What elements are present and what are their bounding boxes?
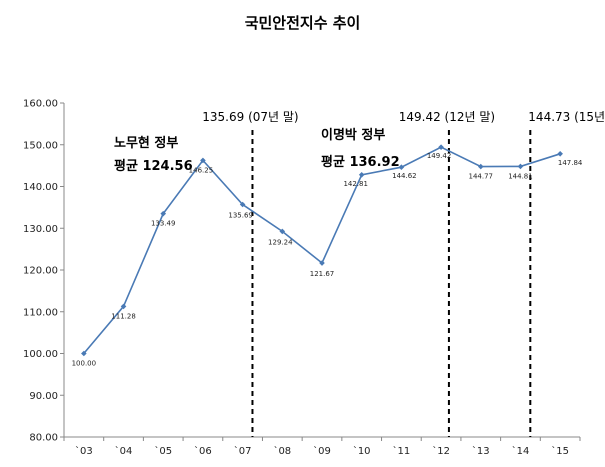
period-name: 이명박 정부 [321, 127, 385, 143]
data-label: 135.69 [228, 211, 253, 219]
data-point [517, 163, 524, 170]
y-tick-label: 80.00 [29, 433, 58, 444]
x-tick-label: `10 [353, 445, 371, 457]
x-tick-labels: `03 `04 `05 `06 `07 `08 `09 `10 `11 `12 `13 `14 `15 [63, 437, 581, 457]
data-label: 129.24 [268, 238, 293, 246]
data-label: 144.81 [508, 172, 533, 180]
y-tick-label: 120.00 [23, 266, 58, 277]
x-tick-label: `13 [472, 445, 490, 457]
data-point [319, 260, 325, 266]
x-tick-label: `14 [512, 445, 530, 457]
data-point [557, 150, 563, 157]
chart-title: 국민안전지수 추이 [244, 14, 361, 32]
x-tick-label: `07 [234, 445, 252, 457]
data-point [200, 157, 206, 164]
data-label: 142.81 [343, 180, 368, 188]
x-tick-label: `12 [432, 445, 450, 457]
y-tick-label: 90.00 [29, 391, 58, 402]
data-label: 133.49 [151, 220, 176, 228]
data-point [160, 210, 167, 217]
data-label: 121.67 [310, 270, 335, 278]
annotation-label: 149.42 (12년 말) [399, 110, 495, 124]
data-point [279, 228, 286, 235]
y-tick-label: 140.00 [23, 182, 58, 193]
x-tick-label: `06 [194, 445, 212, 457]
data-point [398, 164, 405, 171]
x-tick-label: `04 [115, 445, 133, 457]
data-labels: 100.00 111.28 133.49 146.25 135.69 129.24 121.… [72, 152, 583, 367]
annotation-label: 135.69 (07년 말) [202, 110, 298, 124]
data-label: 111.28 [111, 312, 136, 320]
data-label: 100.00 [72, 360, 97, 368]
y-tick-labels: 80.00 90.00 100.00 110.00 120.00 130.00 140.00… [23, 99, 64, 444]
x-tick-label: `05 [154, 445, 172, 457]
y-tick-label: 130.00 [23, 224, 58, 235]
period-name: 노무현 정부 [114, 135, 178, 151]
x-tick-label: `03 [75, 445, 93, 457]
data-point [239, 201, 246, 208]
y-tick-label: 100.00 [23, 349, 58, 360]
data-point [358, 171, 365, 178]
x-tick-label: `11 [393, 445, 411, 457]
data-point [120, 303, 127, 310]
y-tick-label: 160.00 [23, 99, 58, 110]
data-points [81, 144, 563, 357]
annotations: 135.69 (07년 말) 149.42 (12년 말) 144.73 (15년 … [202, 110, 605, 124]
y-tick-label: 150.00 [23, 140, 58, 151]
data-label: 144.77 [469, 173, 494, 181]
period-divider-lines [251, 130, 532, 437]
x-tick-label: `09 [313, 445, 331, 457]
data-point [81, 350, 87, 357]
data-label: 147.84 [558, 159, 583, 167]
x-tick-label: `15 [551, 445, 569, 457]
period-average: 평균 124.56 [114, 158, 193, 174]
annotation-label: 144.73 (15년 초) [528, 110, 605, 124]
data-point [438, 144, 444, 150]
y-tick-label: 110.00 [23, 307, 58, 318]
x-tick-label: `08 [273, 445, 291, 457]
period-average: 평균 136.92 [321, 154, 400, 170]
data-label: 146.25 [189, 166, 214, 174]
data-point [477, 163, 484, 170]
data-label: 149.42 [427, 152, 452, 160]
data-label: 144.62 [392, 172, 417, 180]
